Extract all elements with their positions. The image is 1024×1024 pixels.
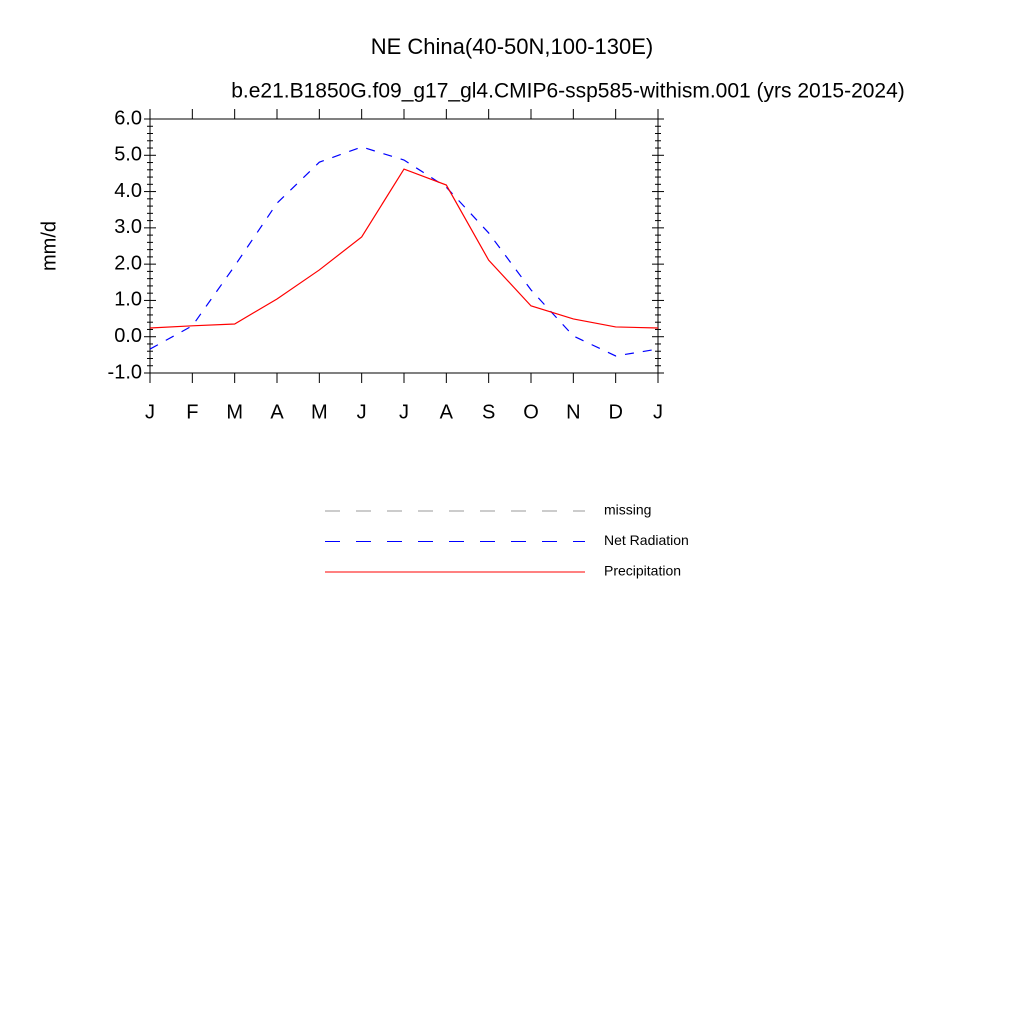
x-tick-label: O [523, 401, 539, 423]
x-tick-label: F [186, 401, 198, 423]
line-series [149, 168, 659, 329]
y-tick-label: 3.0 [114, 216, 142, 238]
x-tick-label: S [482, 401, 495, 423]
x-tick-label: J [399, 401, 409, 423]
y-tick-label: 4.0 [114, 180, 142, 202]
chart-subtitle: b.e21.B1850G.f09_g17_gl4.CMIP6-ssp585-wi… [231, 80, 905, 103]
x-tick-label: M [226, 401, 243, 423]
x-tick-label: M [311, 401, 328, 423]
x-tick-label: J [653, 401, 663, 423]
legend-label: Net Radiation [604, 532, 689, 548]
x-tick-label: A [270, 401, 284, 423]
line-series [149, 146, 659, 357]
x-tick-label: J [145, 401, 155, 423]
x-tick-label: A [440, 401, 454, 423]
x-tick-label: J [357, 401, 367, 423]
y-tick-label: 2.0 [114, 252, 142, 274]
y-tick-label: 0.0 [114, 325, 142, 347]
y-axis-label: mm/d [38, 221, 60, 271]
chart-title: NE China(40-50N,100-130E) [371, 34, 654, 59]
x-tick-label: D [608, 401, 622, 423]
y-tick-label: -1.0 [108, 361, 142, 383]
legend-label: missing [604, 502, 651, 518]
y-tick-label: 6.0 [114, 107, 142, 129]
y-tick-label: 1.0 [114, 289, 142, 311]
y-tick-label: 5.0 [114, 144, 142, 166]
x-tick-label: N [566, 401, 580, 423]
legend-label: Precipitation [604, 563, 681, 579]
